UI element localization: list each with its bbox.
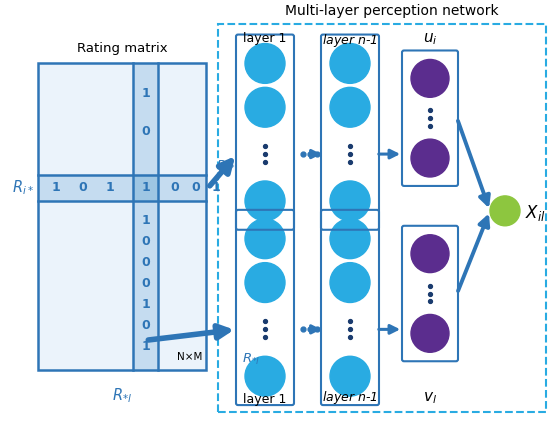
Text: 0: 0 <box>171 181 179 195</box>
Text: $R_{*l}$: $R_{*l}$ <box>112 386 132 405</box>
Text: $R_{i*}$: $R_{i*}$ <box>216 159 236 173</box>
Circle shape <box>245 356 285 396</box>
Circle shape <box>245 44 285 84</box>
Text: 1: 1 <box>141 181 150 195</box>
Text: $v_l$: $v_l$ <box>423 391 437 406</box>
Text: Rating matrix: Rating matrix <box>77 42 167 56</box>
Text: layer $n$-1: layer $n$-1 <box>322 389 378 406</box>
Circle shape <box>411 235 449 273</box>
Circle shape <box>245 262 285 302</box>
Text: $R_{i*}$: $R_{i*}$ <box>12 179 34 197</box>
Circle shape <box>330 181 370 221</box>
Bar <box>133 64 158 370</box>
Text: 0: 0 <box>192 181 200 195</box>
Text: 1: 1 <box>52 181 60 195</box>
Bar <box>38 64 206 370</box>
Circle shape <box>245 181 285 221</box>
Bar <box>133 175 158 201</box>
Text: 1: 1 <box>141 87 150 100</box>
Circle shape <box>245 87 285 127</box>
Text: Multi-layer perception network: Multi-layer perception network <box>285 4 499 18</box>
Text: 1: 1 <box>141 298 150 311</box>
Text: N×M: N×M <box>176 352 202 362</box>
Circle shape <box>411 315 449 352</box>
Circle shape <box>411 139 449 177</box>
Text: $u_i$: $u_i$ <box>423 31 437 47</box>
Circle shape <box>490 196 520 226</box>
Text: layer 1: layer 1 <box>243 31 287 45</box>
Text: 0: 0 <box>141 125 150 138</box>
Text: 1: 1 <box>212 181 221 195</box>
Text: layer 1: layer 1 <box>243 393 287 406</box>
Circle shape <box>245 219 285 259</box>
Text: 0: 0 <box>78 181 87 195</box>
Circle shape <box>330 356 370 396</box>
Bar <box>38 175 206 201</box>
Text: 1: 1 <box>106 181 114 195</box>
Text: 0: 0 <box>141 319 150 332</box>
Circle shape <box>330 219 370 259</box>
Circle shape <box>411 59 449 97</box>
Text: 1: 1 <box>141 214 150 227</box>
Circle shape <box>330 87 370 127</box>
Text: 0: 0 <box>141 277 150 290</box>
Circle shape <box>330 44 370 84</box>
Text: 1: 1 <box>141 340 150 353</box>
Text: 0: 0 <box>141 235 150 248</box>
Text: layer $n$-1: layer $n$-1 <box>322 31 378 49</box>
Text: 0: 0 <box>141 256 150 269</box>
Circle shape <box>330 262 370 302</box>
Text: $X_{il}$: $X_{il}$ <box>525 203 545 223</box>
Bar <box>38 64 206 370</box>
Text: $R_{*l}$: $R_{*l}$ <box>242 351 260 367</box>
